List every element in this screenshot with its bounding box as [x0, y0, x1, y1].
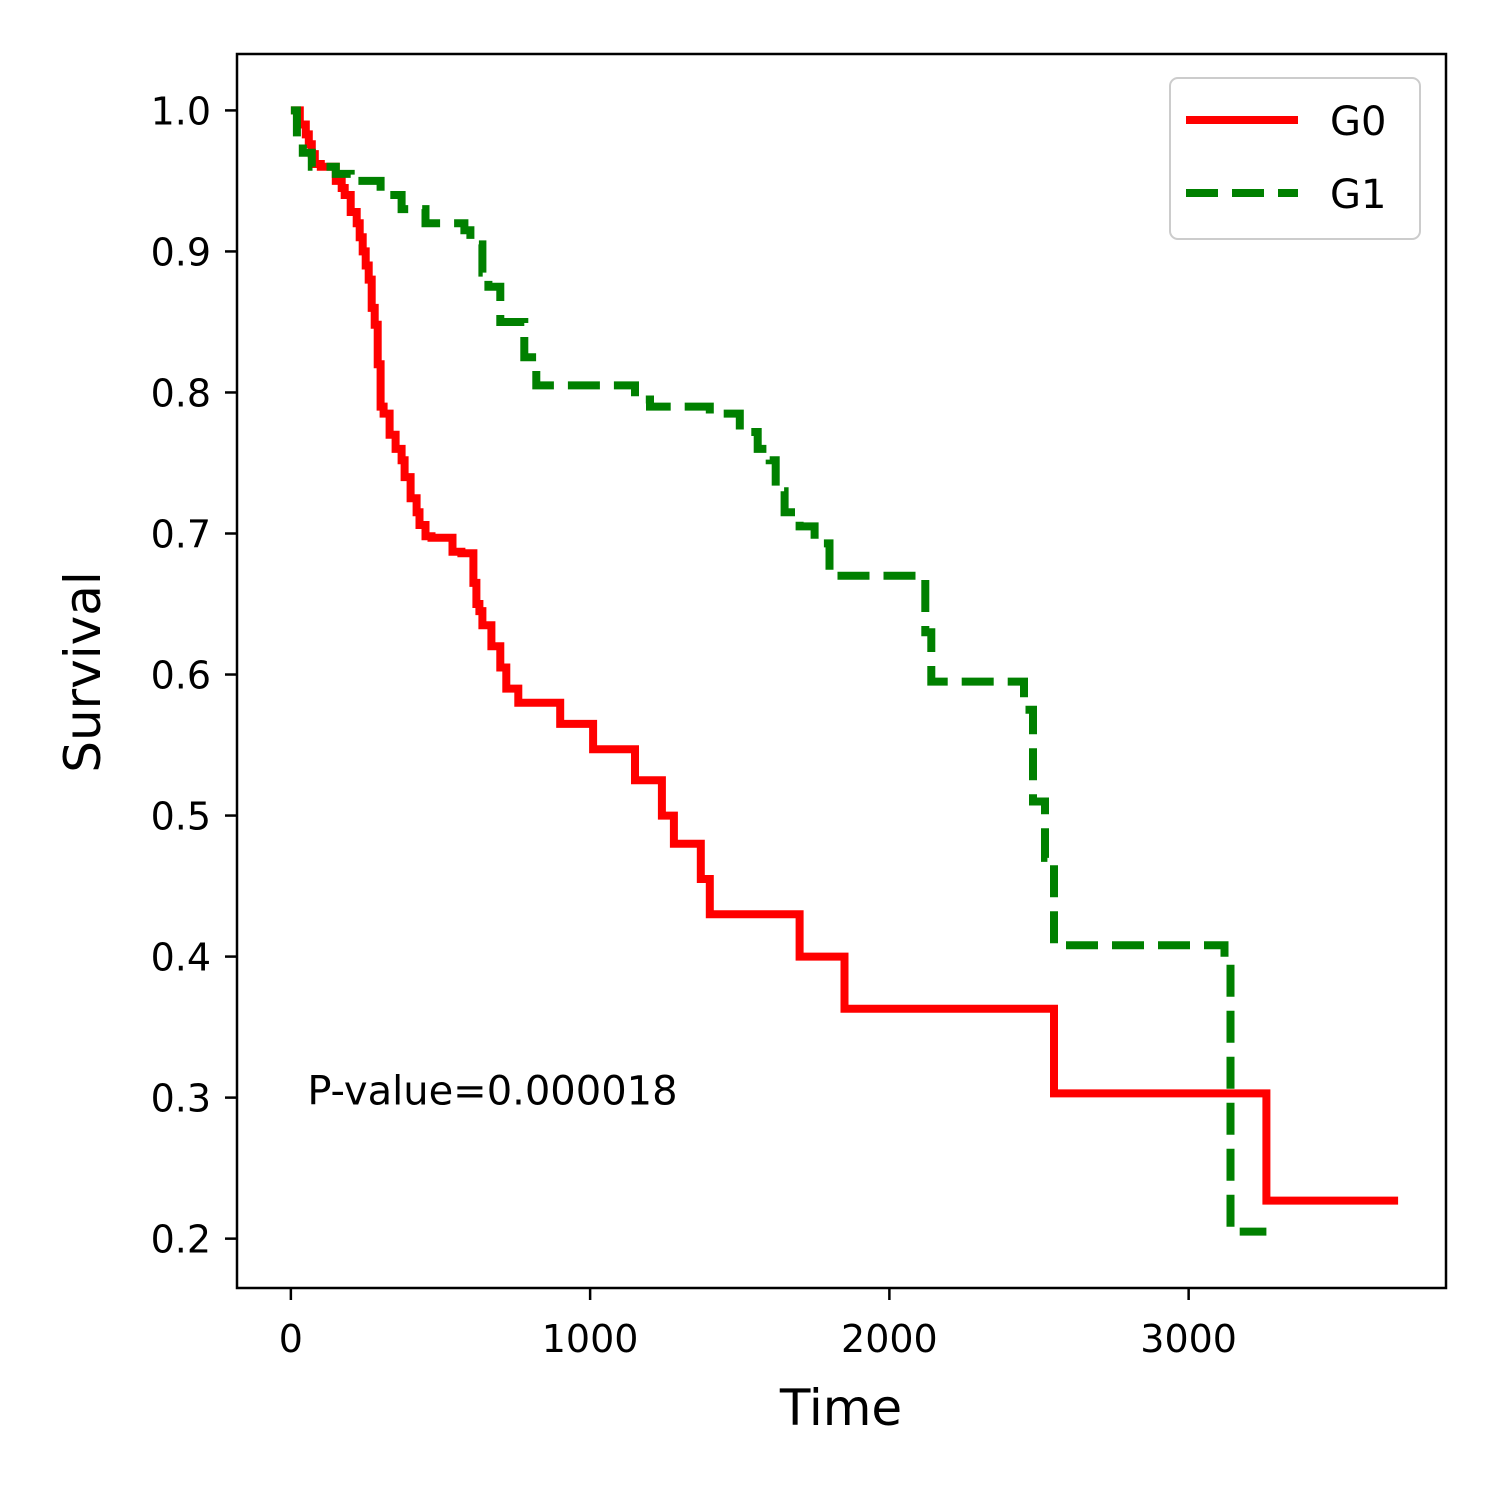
x-axis-title: Time — [779, 1379, 902, 1437]
y-tick-label: 0.2 — [151, 1218, 211, 1262]
series-line-g1 — [290, 106, 1267, 1236]
x-tick-label: 1000 — [542, 1317, 639, 1361]
y-axis: 0.2 0.3 0.4 0.5 0.6 0.7 0.8 0.9 1.0 — [151, 89, 237, 1262]
y-tick-label: 0.3 — [151, 1077, 211, 1121]
plot-area — [290, 106, 1399, 1236]
legend: G0 G1 — [1169, 77, 1421, 240]
legend-label-g1: G1 — [1330, 172, 1386, 218]
y-tick-label: 0.8 — [151, 371, 211, 415]
x-axis: 0 1000 2000 3000 — [279, 1288, 1237, 1361]
y-tick-label: 0.7 — [151, 512, 211, 556]
legend-label-g0: G0 — [1330, 99, 1386, 145]
y-tick-label: 0.9 — [151, 230, 211, 274]
axes-frame — [235, 52, 1448, 1290]
y-tick-label: 0.4 — [151, 936, 211, 980]
p-value-annotation: P-value=0.000018 — [307, 1069, 677, 1115]
x-tick-label: 0 — [279, 1317, 303, 1361]
y-tick-label: 0.6 — [151, 654, 211, 698]
x-tick-label: 3000 — [1140, 1317, 1237, 1361]
x-tick-label: 2000 — [841, 1317, 938, 1361]
y-tick-label: 0.5 — [151, 795, 211, 839]
y-axis-title: Survival — [54, 571, 112, 773]
series-line-g0 — [290, 106, 1399, 1205]
y-tick-label: 1.0 — [151, 89, 211, 133]
